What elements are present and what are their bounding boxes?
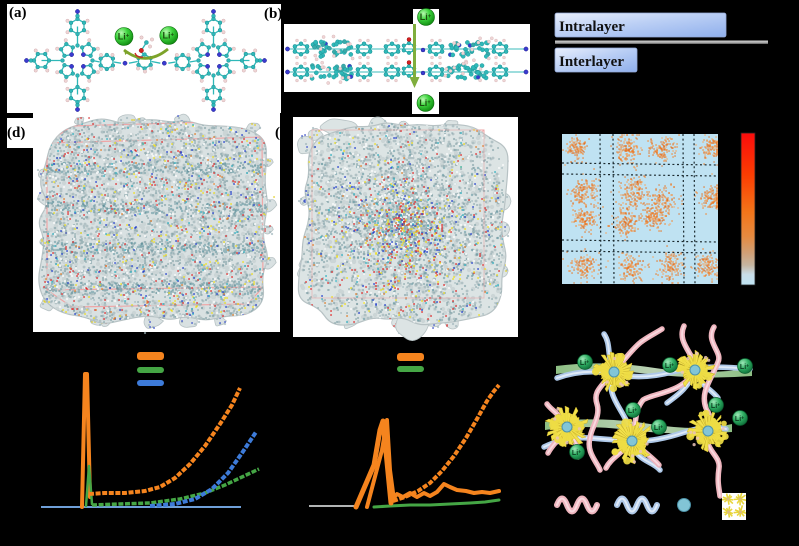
svg-text:Li+: Li+: [118, 32, 130, 42]
svg-text:(b): (b): [264, 6, 282, 22]
svg-text:Li+: Li+: [163, 31, 175, 41]
svg-text:Interlayer: Interlayer: [559, 54, 624, 70]
svg-text:Li+: Li+: [665, 362, 674, 370]
svg-text:Li+: Li+: [654, 424, 663, 432]
svg-text:Li+: Li+: [711, 402, 720, 410]
svg-text:Li+: Li+: [419, 98, 431, 108]
svg-text:Intralayer: Intralayer: [559, 19, 625, 35]
svg-text:Li+: Li+: [628, 407, 637, 415]
svg-text:(d): (d): [7, 125, 25, 141]
svg-text:Li+: Li+: [740, 363, 749, 371]
svg-text:Li+: Li+: [572, 449, 581, 457]
svg-text:Li+: Li+: [420, 12, 432, 22]
svg-text:(a): (a): [9, 5, 27, 21]
svg-text:Li+: Li+: [580, 359, 589, 367]
svg-text:Li+: Li+: [735, 415, 744, 423]
